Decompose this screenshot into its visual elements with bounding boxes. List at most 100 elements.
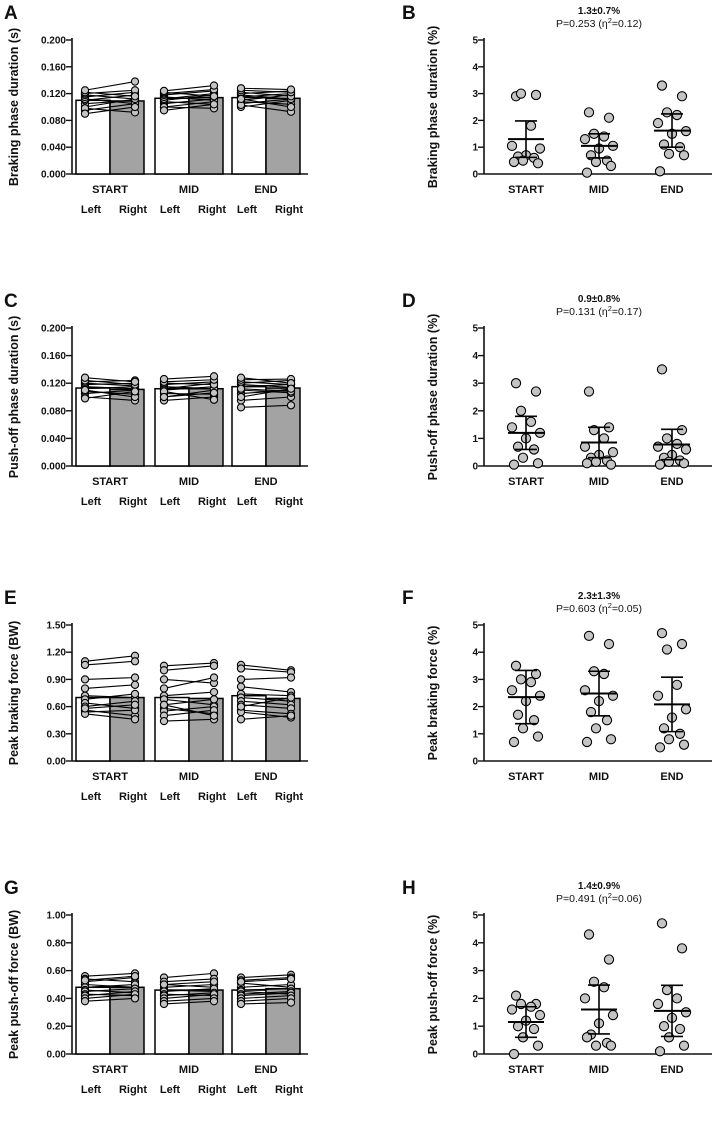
panel-d-data-point [510, 378, 522, 389]
panel-a-point-right [130, 77, 140, 86]
panel-b-p-value-tail: =0.12) [612, 18, 642, 30]
panel-c-side-label-left: Left [81, 496, 102, 508]
panel-h-data-point [680, 1007, 692, 1018]
panel-h-data-point [532, 1040, 544, 1051]
panel-g-side-label-left: Left [81, 1084, 102, 1096]
panel-g-pair-line [240, 1002, 292, 1005]
panel-f-data-point [654, 742, 666, 753]
panel-e-pair-line [240, 715, 292, 720]
panel-g-pair-line [240, 992, 292, 997]
panel-h-p-value: P=0.491 (η2=0.06) [556, 891, 642, 905]
panel-g-pair-line [240, 990, 292, 995]
panel-e-pair-line [240, 696, 292, 702]
panel-c-pair-line [240, 388, 292, 398]
panel-h-data-point [579, 993, 591, 1004]
panel-a-pair-line [84, 98, 136, 105]
panel-g-point-right [286, 974, 296, 984]
panel-f-category-label: START [508, 771, 544, 783]
panel-f-y-tick-label: 4 [472, 648, 478, 659]
panel-e-point-left [80, 675, 90, 684]
panel-a-point-right [130, 102, 140, 112]
panel-f-data-point [601, 715, 613, 726]
panel-d-data-point [525, 416, 537, 427]
panel-c-point-right [209, 395, 219, 404]
panel-d-data-point [583, 386, 595, 397]
panel-c-point-left [236, 373, 246, 382]
panel-c-pair-line [163, 379, 215, 383]
panel-h-data-point [671, 993, 683, 1004]
panel-b-data-point [530, 89, 542, 101]
panel-e-y-tick-label: 0.60 [47, 702, 67, 713]
panel-c-pair-line [240, 377, 292, 384]
panel-a-pair-line [240, 94, 292, 100]
panel-e-point-right [209, 661, 219, 670]
panel-d-data-point [607, 447, 619, 458]
panel-g-y-tick-label: 0.60 [47, 966, 67, 977]
panel-g-pair-line [163, 1000, 215, 1005]
panel-h-y-tick-label: 1 [472, 1022, 478, 1033]
panel-c-point-left [236, 384, 246, 393]
panel-c-point-right [286, 384, 296, 393]
panel-g-point-right [209, 977, 219, 986]
panel-a-y-tick-label: 0.080 [41, 116, 66, 127]
panel-e-y-tick-label: 0.30 [47, 729, 67, 740]
panel-c-pair-line [163, 396, 215, 401]
panel-h-data-point [658, 1021, 670, 1032]
panel-b-data-point [654, 166, 666, 177]
panel-f-data-point [658, 723, 670, 734]
panel-g-point-right [286, 998, 296, 1007]
panel-a-pair-line [84, 98, 136, 108]
panel-g-category-label: END [254, 1064, 277, 1076]
panel-f-data-point [663, 734, 675, 745]
panel-g-pair-line [84, 977, 136, 983]
panel-c-pair-line [163, 381, 215, 386]
panel-e-pair-line [240, 677, 292, 680]
panel-c-pair-line [163, 386, 215, 390]
panel-f-eta-superscript: 2 [608, 601, 612, 610]
panel-g-pair-line [240, 982, 292, 988]
panel-b-data-point [534, 143, 546, 154]
panel-g-category-label: START [92, 1064, 128, 1076]
panel-c-y-tick-label: 0.120 [41, 379, 66, 390]
panel-g-y-tick-label: 1.00 [47, 911, 67, 922]
panel-h-data-point [603, 954, 615, 965]
panel-g-pair-line [240, 997, 292, 1002]
panel-a-category-label: MID [179, 184, 199, 196]
panel-c-y-tick-label: 0.000 [41, 462, 66, 473]
panel-a-letter: A [4, 3, 18, 24]
panel-c-pair-line [84, 382, 136, 387]
panel-a-side-label-right: Right [275, 204, 303, 216]
panel-h-data-point [588, 976, 600, 987]
panel-b-data-point [671, 109, 683, 121]
panel-e-pair-line [163, 665, 215, 671]
panel-b-eta-superscript: 2 [608, 16, 612, 25]
panel-g-pair-line [84, 983, 136, 988]
panel-a-point-right [209, 100, 219, 109]
panel-d-data-point [532, 458, 544, 469]
panel-e-pair-line [84, 709, 136, 717]
panel-g-point-left [236, 999, 246, 1009]
panel-f-p-value-tail: =0.05) [612, 603, 642, 615]
panel-g-pair-line [84, 975, 136, 981]
panel-d-y-tick-label: 4 [472, 351, 478, 362]
panel-h-stat-line: 1.4±0.9% [578, 881, 620, 892]
panel-e-point-left [236, 664, 246, 673]
panel-d-data-point [678, 458, 690, 469]
panel-c-pair-line [240, 396, 292, 401]
panel-a-pair-line [163, 85, 215, 92]
panel-d-data-point [508, 459, 520, 470]
panel-h-data-point [510, 990, 522, 1001]
panel-e-pair-line [84, 660, 136, 666]
panel-b-p-value: P=0.253 (η2=0.12) [556, 16, 642, 30]
panel-a-y-tick-label: 0.200 [41, 36, 66, 47]
panel-g-point-left [80, 976, 90, 985]
panel-b-data-point [656, 80, 668, 91]
panel-g-pair-line [84, 990, 136, 997]
panel-e-pair-line [84, 704, 136, 709]
panel-f-data-point [506, 685, 518, 696]
panel-e-category-label: END [254, 771, 277, 783]
panel-e-side-label-left: Left [160, 791, 181, 803]
panel-c-pair-line [84, 386, 136, 390]
panel-d-data-point [590, 456, 602, 468]
panel-b-data-point [515, 88, 527, 99]
